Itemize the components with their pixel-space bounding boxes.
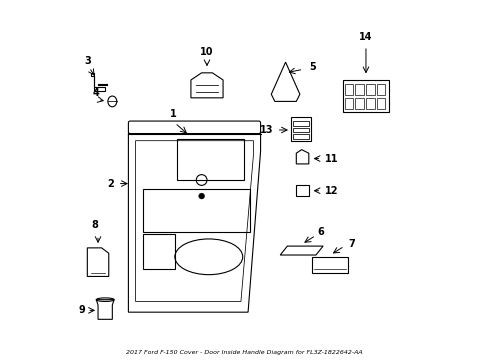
Bar — [292, 121, 308, 126]
Bar — [142, 189, 249, 232]
Bar — [176, 139, 244, 180]
Bar — [142, 234, 175, 269]
Bar — [344, 84, 352, 95]
Circle shape — [198, 193, 204, 199]
Text: 2: 2 — [107, 179, 114, 189]
Text: 3: 3 — [84, 56, 90, 66]
Bar — [354, 84, 363, 95]
Text: 5: 5 — [308, 63, 315, 72]
Text: 1: 1 — [169, 109, 176, 119]
Text: 12: 12 — [324, 186, 338, 196]
Bar — [354, 98, 363, 109]
Text: 9: 9 — [79, 305, 85, 315]
Text: 2017 Ford F-150 Cover - Door Inside Handle Diagram for FL3Z-1822642-AA: 2017 Ford F-150 Cover - Door Inside Hand… — [126, 350, 362, 355]
Text: 7: 7 — [347, 239, 354, 249]
Text: 11: 11 — [324, 154, 338, 163]
Text: 4: 4 — [93, 88, 100, 98]
Bar — [292, 134, 308, 139]
Text: 14: 14 — [359, 32, 372, 42]
Text: 8: 8 — [91, 220, 98, 230]
Text: 6: 6 — [317, 227, 324, 237]
Bar — [365, 84, 374, 95]
Bar — [295, 185, 308, 196]
Text: 13: 13 — [259, 125, 272, 135]
Text: 10: 10 — [200, 47, 213, 57]
Bar — [376, 84, 385, 95]
Bar — [312, 257, 347, 273]
Bar — [292, 128, 308, 132]
Bar — [344, 98, 352, 109]
Bar — [376, 98, 385, 109]
Bar — [365, 98, 374, 109]
